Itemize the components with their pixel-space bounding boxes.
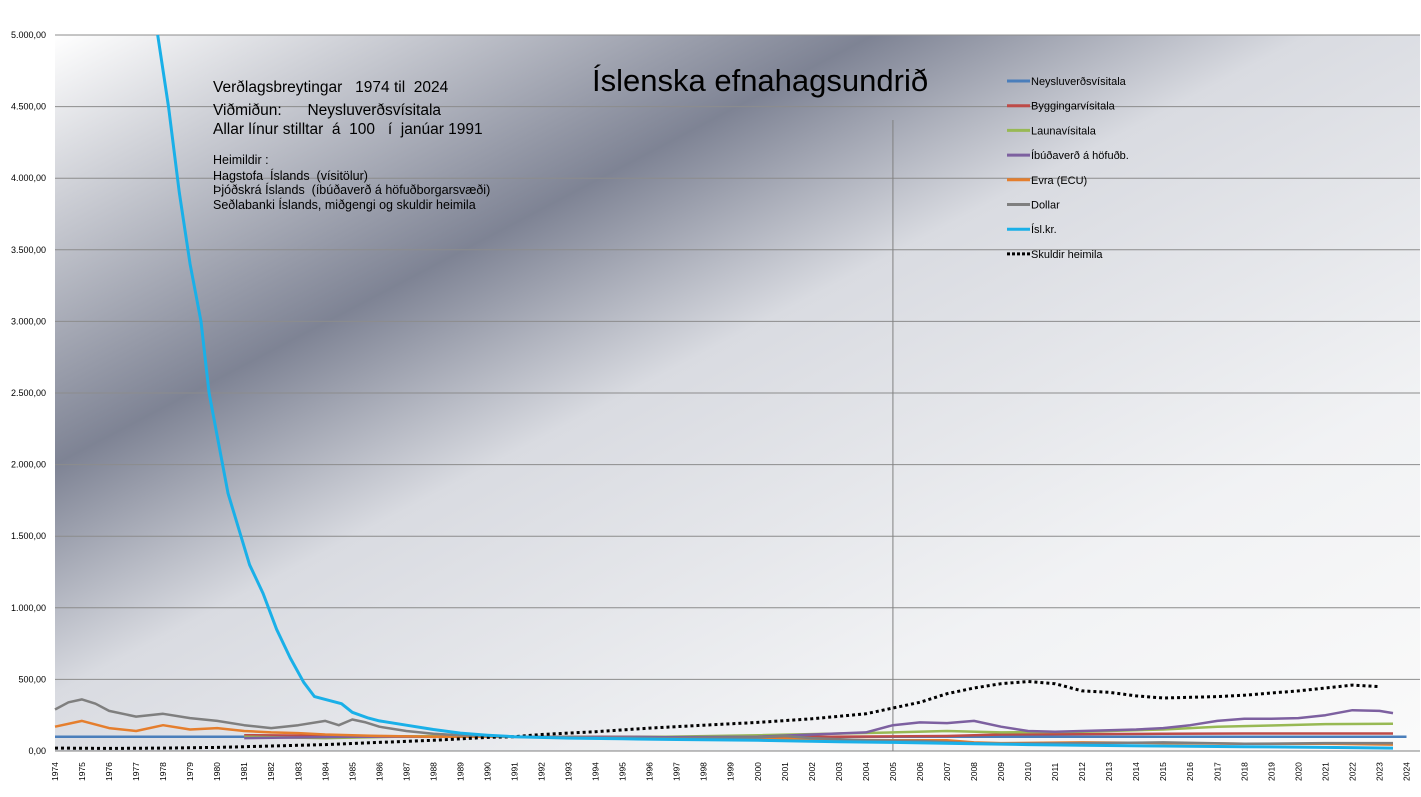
x-tick-label: 2015 [1158,762,1168,781]
legend-label: Launavísitala [1031,125,1097,137]
source-line-3: Seðlabanki Íslands, miðgengi og skuldir … [213,197,476,212]
x-tick-label: 1978 [158,762,168,781]
legend-label: Dollar [1031,200,1060,212]
x-tick-label: 2024 [1401,762,1411,781]
series-lines [54,34,1407,750]
x-tick-label: 1977 [131,762,141,781]
series-line [156,34,1394,750]
y-tick-label: 1.000,00 [11,603,46,613]
y-tick-label: 4.500,00 [11,102,46,112]
x-tick-label: 2022 [1347,762,1357,781]
info-line-1: Verðlagsbreytingar 1974 til 2024 [213,79,449,96]
y-tick-label: 3.500,00 [11,245,46,255]
x-tick-label: 1992 [537,762,547,781]
x-tick-label: 1999 [726,762,736,781]
x-tick-label: 2009 [996,762,1006,781]
x-tick-label: 2013 [1104,762,1114,781]
x-tick-label: 1987 [401,762,411,781]
y-tick-label: 5.000,00 [11,30,46,40]
gridlines [55,34,1420,752]
x-tick-label: 2001 [780,762,790,781]
x-tick-label: 1980 [212,762,222,781]
info-line-3: Allar línur stilltar á 100 í janúar 1991 [213,121,483,138]
x-tick-label: 2007 [942,762,952,781]
x-tick-label: 1991 [510,762,520,781]
x-tick-label: 2016 [1185,762,1195,781]
x-tick-label: 1979 [185,762,195,781]
legend: Neysluverðsvísitala Byggingarvísitala Laun… [1007,76,1129,261]
x-tick-label: 2014 [1131,762,1141,781]
y-tick-label: 1.500,00 [11,531,46,541]
x-tick-label: 2011 [1050,762,1060,781]
y-tick-label: 3.000,00 [11,316,46,326]
x-tick-label: 1993 [564,762,574,781]
x-tick-label: 1982 [266,762,276,781]
legend-label: Neysluverðsvísitala [1031,76,1127,88]
legend-label: Evra (ECU) [1031,175,1087,187]
x-tick-label: 1975 [77,762,87,781]
x-tick-label: 1995 [618,762,628,781]
x-tick-label: 1988 [428,762,438,781]
series-line [54,680,1380,750]
source-heading: Heimildir : [213,153,269,167]
chart-title: Íslenska efnahagsundrið [592,63,928,98]
x-tick-label: 1983 [293,762,303,781]
legend-label: Ísl.kr. [1031,223,1057,236]
source-line-2: Þjóðskrá Íslands (íbúðaverð á höfuðborga… [213,182,490,197]
x-tick-label: 2018 [1239,762,1249,781]
x-tick-label: 1984 [320,762,330,781]
x-tick-labels: 1974 1975 1976 1977 1978 1979 1980 1981 1982 1983… [50,762,1411,781]
x-tick-label: 2012 [1077,762,1087,781]
x-tick-label: 2000 [753,762,763,781]
x-tick-label: 2002 [807,762,817,781]
x-tick-label: 2020 [1293,762,1303,781]
x-tick-label: 2017 [1212,762,1222,781]
x-tick-label: 2023 [1374,762,1384,781]
legend-label: Skuldir heimila [1031,249,1103,261]
x-tick-label: 2019 [1266,762,1276,781]
x-tick-label: 1994 [591,762,601,781]
y-tick-label: 0,00 [28,746,46,756]
x-tick-label: 1997 [672,762,682,781]
x-tick-label: 1981 [239,762,249,781]
x-tick-label: 2006 [915,762,925,781]
x-tick-label: 1976 [104,762,114,781]
y-tick-label: 500,00 [18,674,46,684]
x-tick-label: 1974 [50,762,60,781]
x-tick-label: 2004 [861,762,871,781]
x-tick-label: 2010 [1023,762,1033,781]
x-tick-label: 1996 [645,762,655,781]
x-tick-label: 2021 [1320,762,1330,781]
info-line-2: Viðmiðun: Neysluverðsvísitala [213,102,441,119]
legend-label: Íbúðaverð á höfuðb. [1031,149,1129,162]
x-tick-label: 1990 [482,762,492,781]
x-tick-label: 2003 [834,762,844,781]
y-tick-label: 2.500,00 [11,388,46,398]
x-tick-label: 1985 [347,762,357,781]
x-tick-label: 2005 [888,762,898,781]
x-tick-label: 1989 [455,762,465,781]
y-tick-label: 4.000,00 [11,173,46,183]
y-tick-labels: 0,00 500,00 1.000,00 1.500,00 2.000,00 2.500,… [11,30,46,756]
x-tick-label: 1986 [374,762,384,781]
x-tick-label: 2008 [969,762,979,781]
legend-label: Byggingarvísitala [1031,101,1116,113]
x-tick-label: 1998 [699,762,709,781]
y-tick-label: 2.000,00 [11,460,46,470]
source-line-1: Hagstofa Íslands (vísitölur) [213,168,368,183]
